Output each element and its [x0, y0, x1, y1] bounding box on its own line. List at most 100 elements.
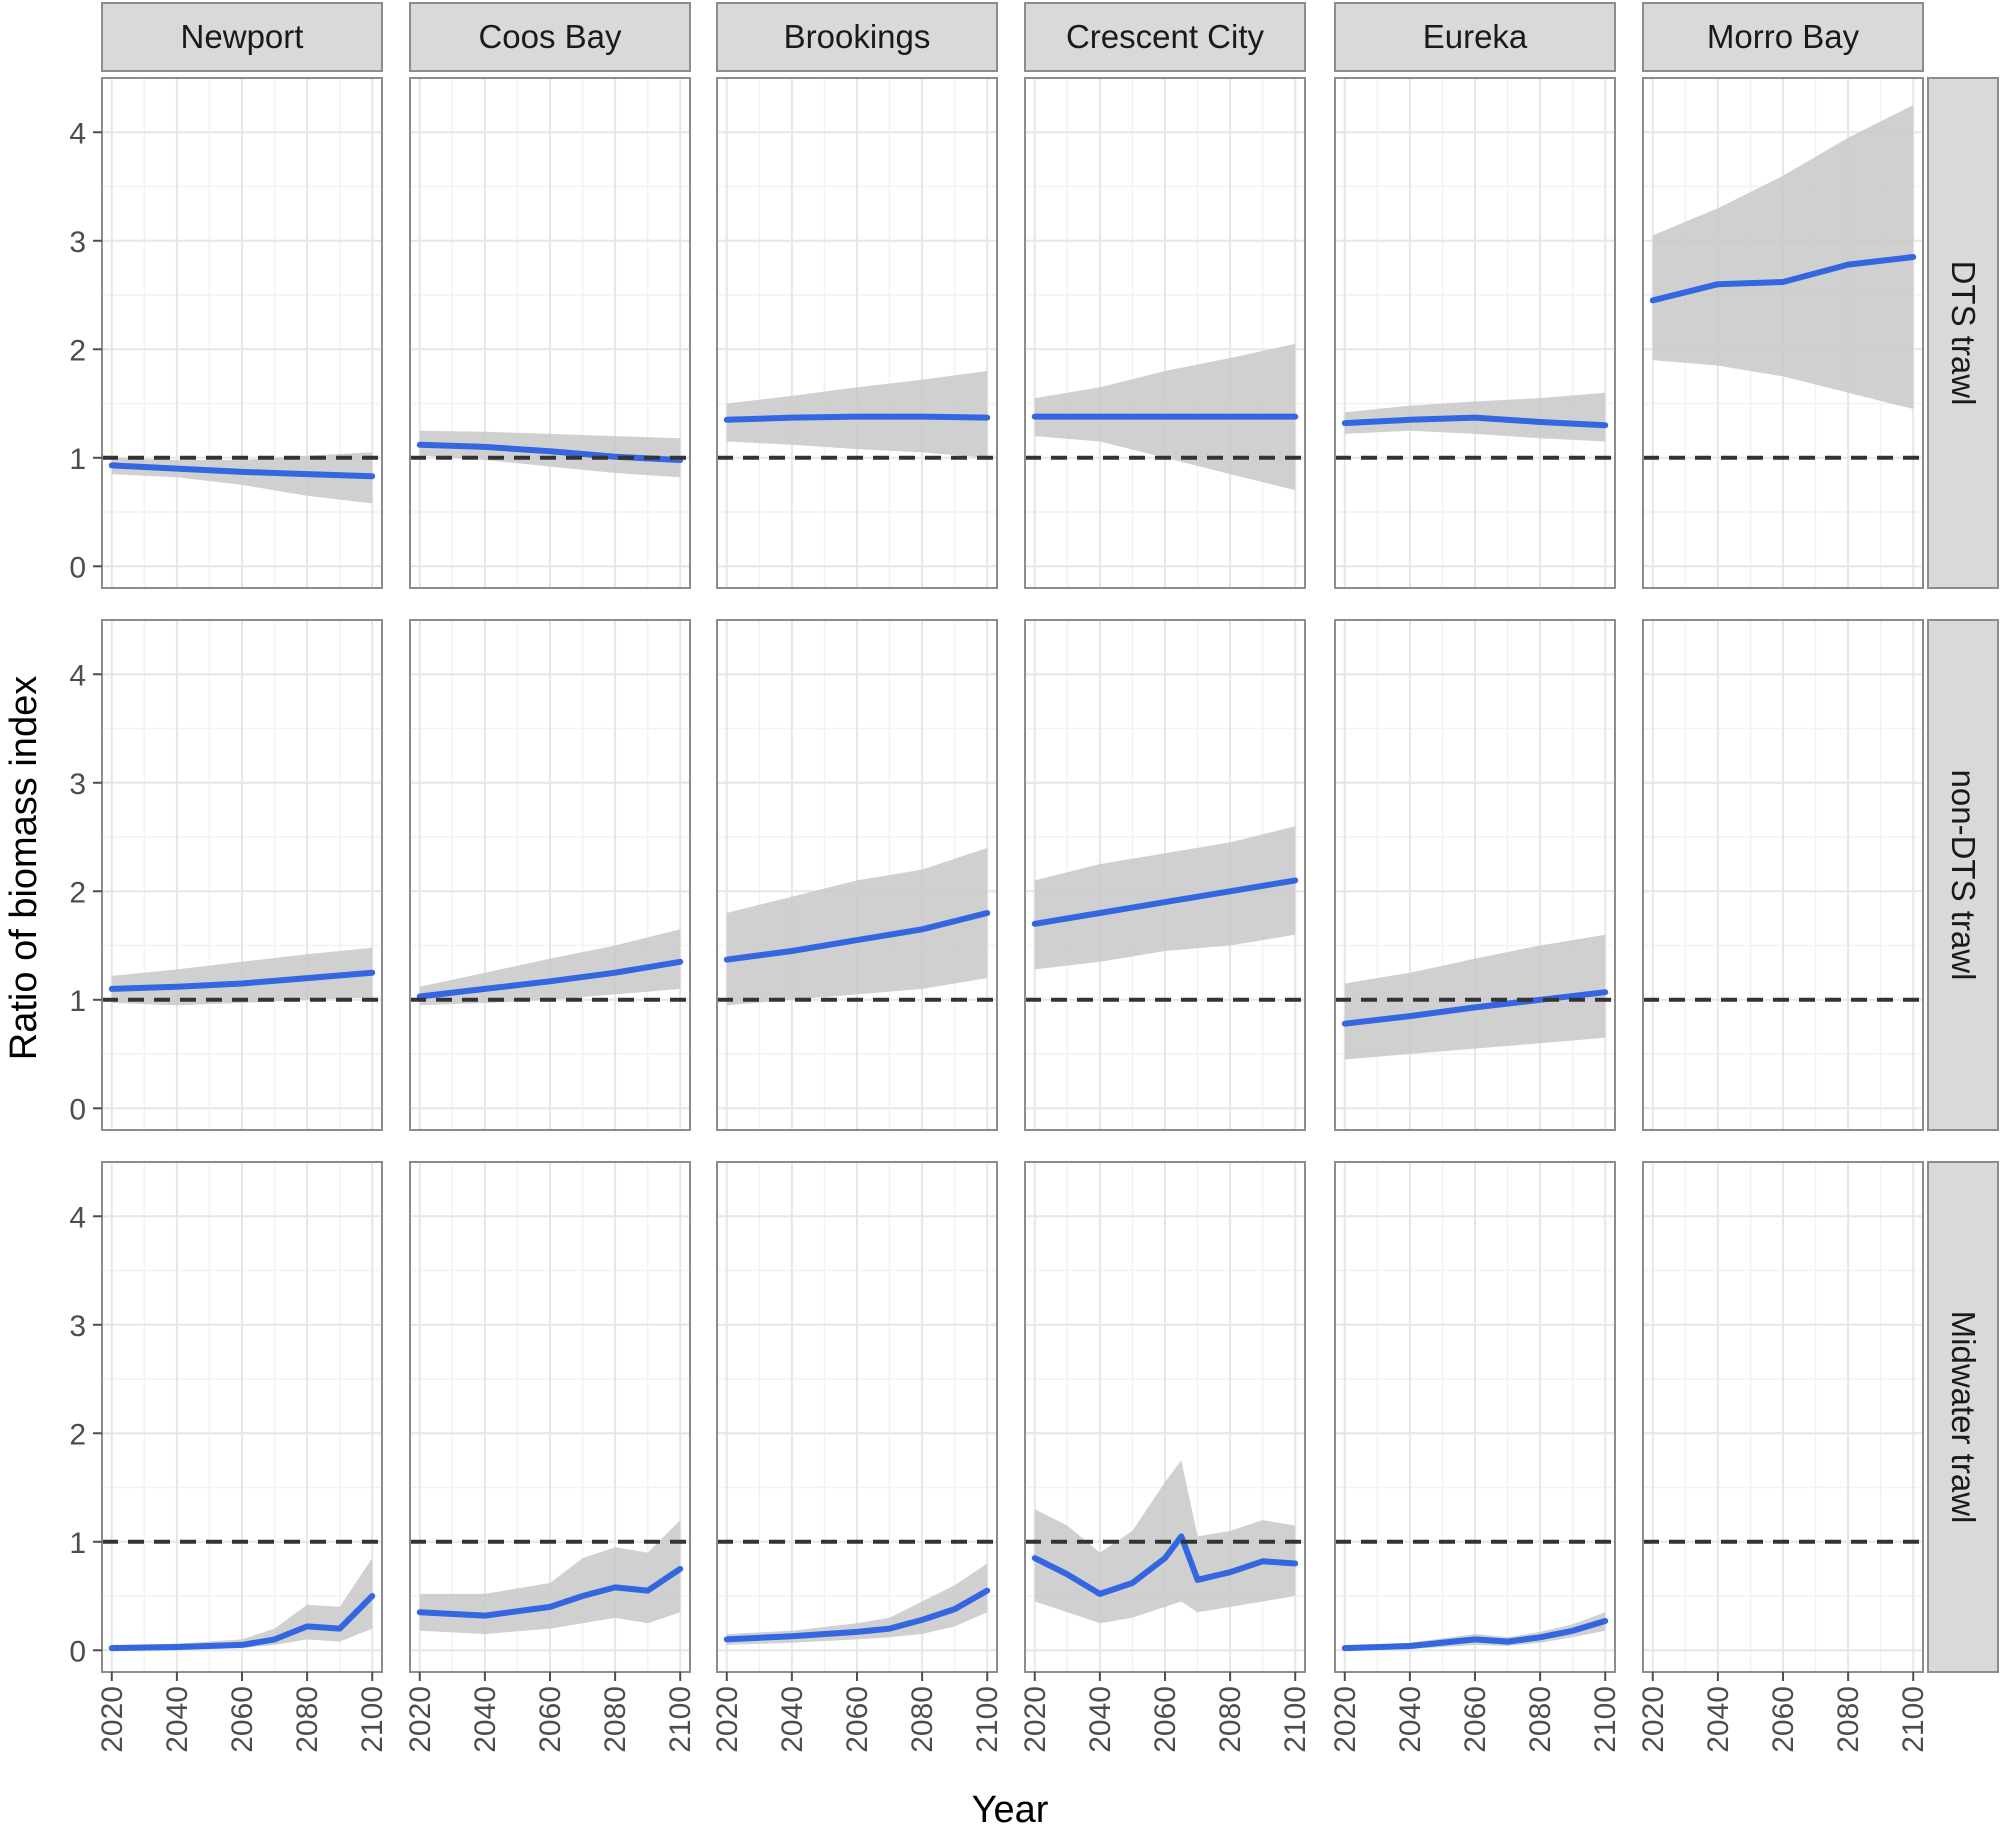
panel-border-non-dts-trawl-morro-bay: [1642, 619, 1924, 1131]
y-tick-label: 3: [69, 768, 86, 801]
ribbon-non-dts-trawl-brookings: [726, 847, 988, 1006]
panel-border-dts-trawl-morro-bay: [1642, 77, 1924, 589]
panel-border-dts-trawl-crescent-city: [1024, 77, 1306, 589]
panel-border-dts-trawl-eureka: [1334, 77, 1616, 589]
x-tick-label: 2080: [599, 1686, 632, 1753]
y-tick-label: 0: [69, 551, 86, 584]
panel-border-dts-trawl-brookings: [716, 77, 998, 589]
ribbon-dts-trawl-morro-bay: [1652, 105, 1914, 409]
panel-border-non-dts-trawl-brookings: [716, 619, 998, 1131]
strip-dts-trawl: [1927, 77, 1999, 589]
ribbon-non-dts-trawl-newport: [111, 947, 373, 1006]
strip-label-crescent-city: Crescent City: [1066, 18, 1265, 55]
x-tick-label: 2040: [1702, 1686, 1735, 1753]
strip-label-brookings: Brookings: [784, 18, 931, 55]
strip-midwater-trawl: [1927, 1161, 1999, 1673]
strip-brookings: [716, 2, 998, 72]
smooth-line-non-dts-trawl-eureka: [1341, 989, 1609, 1027]
smooth-line-midwater-trawl-eureka: [1341, 1618, 1609, 1652]
x-tick-label: 2060: [534, 1686, 567, 1753]
x-tick-label: 2080: [291, 1686, 324, 1753]
x-tick-label: 2060: [1149, 1686, 1182, 1753]
x-tick-label: 2060: [226, 1686, 259, 1753]
x-tick-label: 2020: [711, 1686, 744, 1753]
strip-newport: [101, 2, 383, 72]
panel-border-non-dts-trawl-crescent-city: [1024, 619, 1306, 1131]
y-axis-title: Ratio of biomass index: [3, 676, 45, 1060]
smooth-line-dts-trawl-brookings: [723, 413, 991, 423]
strip-coos-bay: [409, 2, 691, 72]
x-tick-label: 2080: [1832, 1686, 1865, 1753]
strip-label-dts-trawl: DTS trawl: [1945, 261, 1982, 406]
smooth-line-dts-trawl-eureka: [1341, 414, 1609, 429]
strip-label-eureka: Eureka: [1423, 18, 1528, 55]
panel-border-dts-trawl-coos-bay: [409, 77, 691, 589]
x-tick-label: 2100: [971, 1686, 1004, 1753]
smooth-line-dts-trawl-newport: [108, 462, 376, 480]
x-axis-title: Year: [972, 1789, 1049, 1831]
smooth-line-non-dts-trawl-newport: [108, 969, 376, 992]
y-tick-label: 3: [69, 1310, 86, 1343]
strip-label-midwater-trawl: Midwater trawl: [1945, 1311, 1982, 1524]
ribbon-midwater-trawl-coos-bay: [419, 1520, 681, 1634]
smooth-line-non-dts-trawl-crescent-city: [1031, 877, 1299, 927]
x-tick-label: 2040: [469, 1686, 502, 1753]
panel-border-dts-trawl-newport: [101, 77, 383, 589]
x-tick-label: 2060: [1459, 1686, 1492, 1753]
y-tick-label: 1: [69, 985, 86, 1018]
x-tick-label: 2020: [1637, 1686, 1670, 1753]
y-tick-label: 4: [69, 659, 86, 692]
x-tick-label: 2060: [841, 1686, 874, 1753]
y-tick-label: 0: [69, 1093, 86, 1126]
y-tick-label: 2: [69, 1418, 86, 1451]
y-tick-label: 3: [69, 226, 86, 259]
x-tick-label: 2040: [1084, 1686, 1117, 1753]
facet-grid: Newport Coos Bay Brookings Crescent City Eur…: [69, 2, 1999, 1753]
x-tick-label: 2020: [1329, 1686, 1362, 1753]
y-tick-label: 0: [69, 1635, 86, 1668]
x-tick-label: 2040: [161, 1686, 194, 1753]
x-tick-label: 2040: [776, 1686, 809, 1753]
x-tick-label: 2040: [1394, 1686, 1427, 1753]
x-tick-label: 2060: [1767, 1686, 1800, 1753]
strip-label-coos-bay: Coos Bay: [478, 18, 622, 55]
smooth-line-midwater-trawl-coos-bay: [416, 1565, 684, 1619]
ribbon-non-dts-trawl-eureka: [1344, 934, 1606, 1060]
smooth-line-dts-trawl-morro-bay: [1649, 254, 1917, 304]
smooth-line-non-dts-trawl-brookings: [723, 910, 991, 963]
strip-non-dts-trawl: [1927, 619, 1999, 1131]
smooth-line-midwater-trawl-crescent-city: [1031, 1533, 1299, 1597]
ribbon-non-dts-trawl-crescent-city: [1034, 826, 1296, 970]
ribbon-midwater-trawl-eureka: [1344, 1612, 1606, 1651]
smooth-line-midwater-trawl-newport: [108, 1593, 376, 1652]
panel-border-non-dts-trawl-eureka: [1334, 619, 1616, 1131]
smooth-line-non-dts-trawl-coos-bay: [416, 958, 684, 1000]
panel-border-non-dts-trawl-coos-bay: [409, 619, 691, 1131]
y-tick-label: 1: [69, 1527, 86, 1560]
smooth-line-dts-trawl-coos-bay: [416, 441, 684, 463]
y-tick-label: 2: [69, 876, 86, 909]
y-tick-label: 2: [69, 334, 86, 367]
strip-label-morro-bay: Morro Bay: [1707, 18, 1860, 55]
x-tick-label: 2100: [356, 1686, 389, 1753]
strip-label-non-dts-trawl: non-DTS trawl: [1945, 770, 1982, 981]
y-tick-label: 4: [69, 1201, 86, 1234]
strip-crescent-city: [1024, 2, 1306, 72]
strip-morro-bay: [1642, 2, 1924, 72]
smooth-line-midwater-trawl-brookings: [723, 1587, 991, 1643]
x-tick-label: 2080: [906, 1686, 939, 1753]
ribbon-midwater-trawl-brookings: [726, 1563, 988, 1645]
x-tick-label: 2100: [664, 1686, 697, 1753]
panel-border-non-dts-trawl-newport: [101, 619, 383, 1131]
x-tick-label: 2100: [1897, 1686, 1930, 1753]
x-tick-label: 2020: [96, 1686, 129, 1753]
x-tick-label: 2080: [1214, 1686, 1247, 1753]
x-tick-label: 2020: [404, 1686, 437, 1753]
strip-label-newport: Newport: [181, 18, 304, 55]
y-tick-label: 1: [69, 443, 86, 476]
x-tick-label: 2080: [1524, 1686, 1557, 1753]
y-tick-label: 4: [69, 117, 86, 150]
x-tick-label: 2020: [1019, 1686, 1052, 1753]
x-tick-label: 2100: [1279, 1686, 1312, 1753]
